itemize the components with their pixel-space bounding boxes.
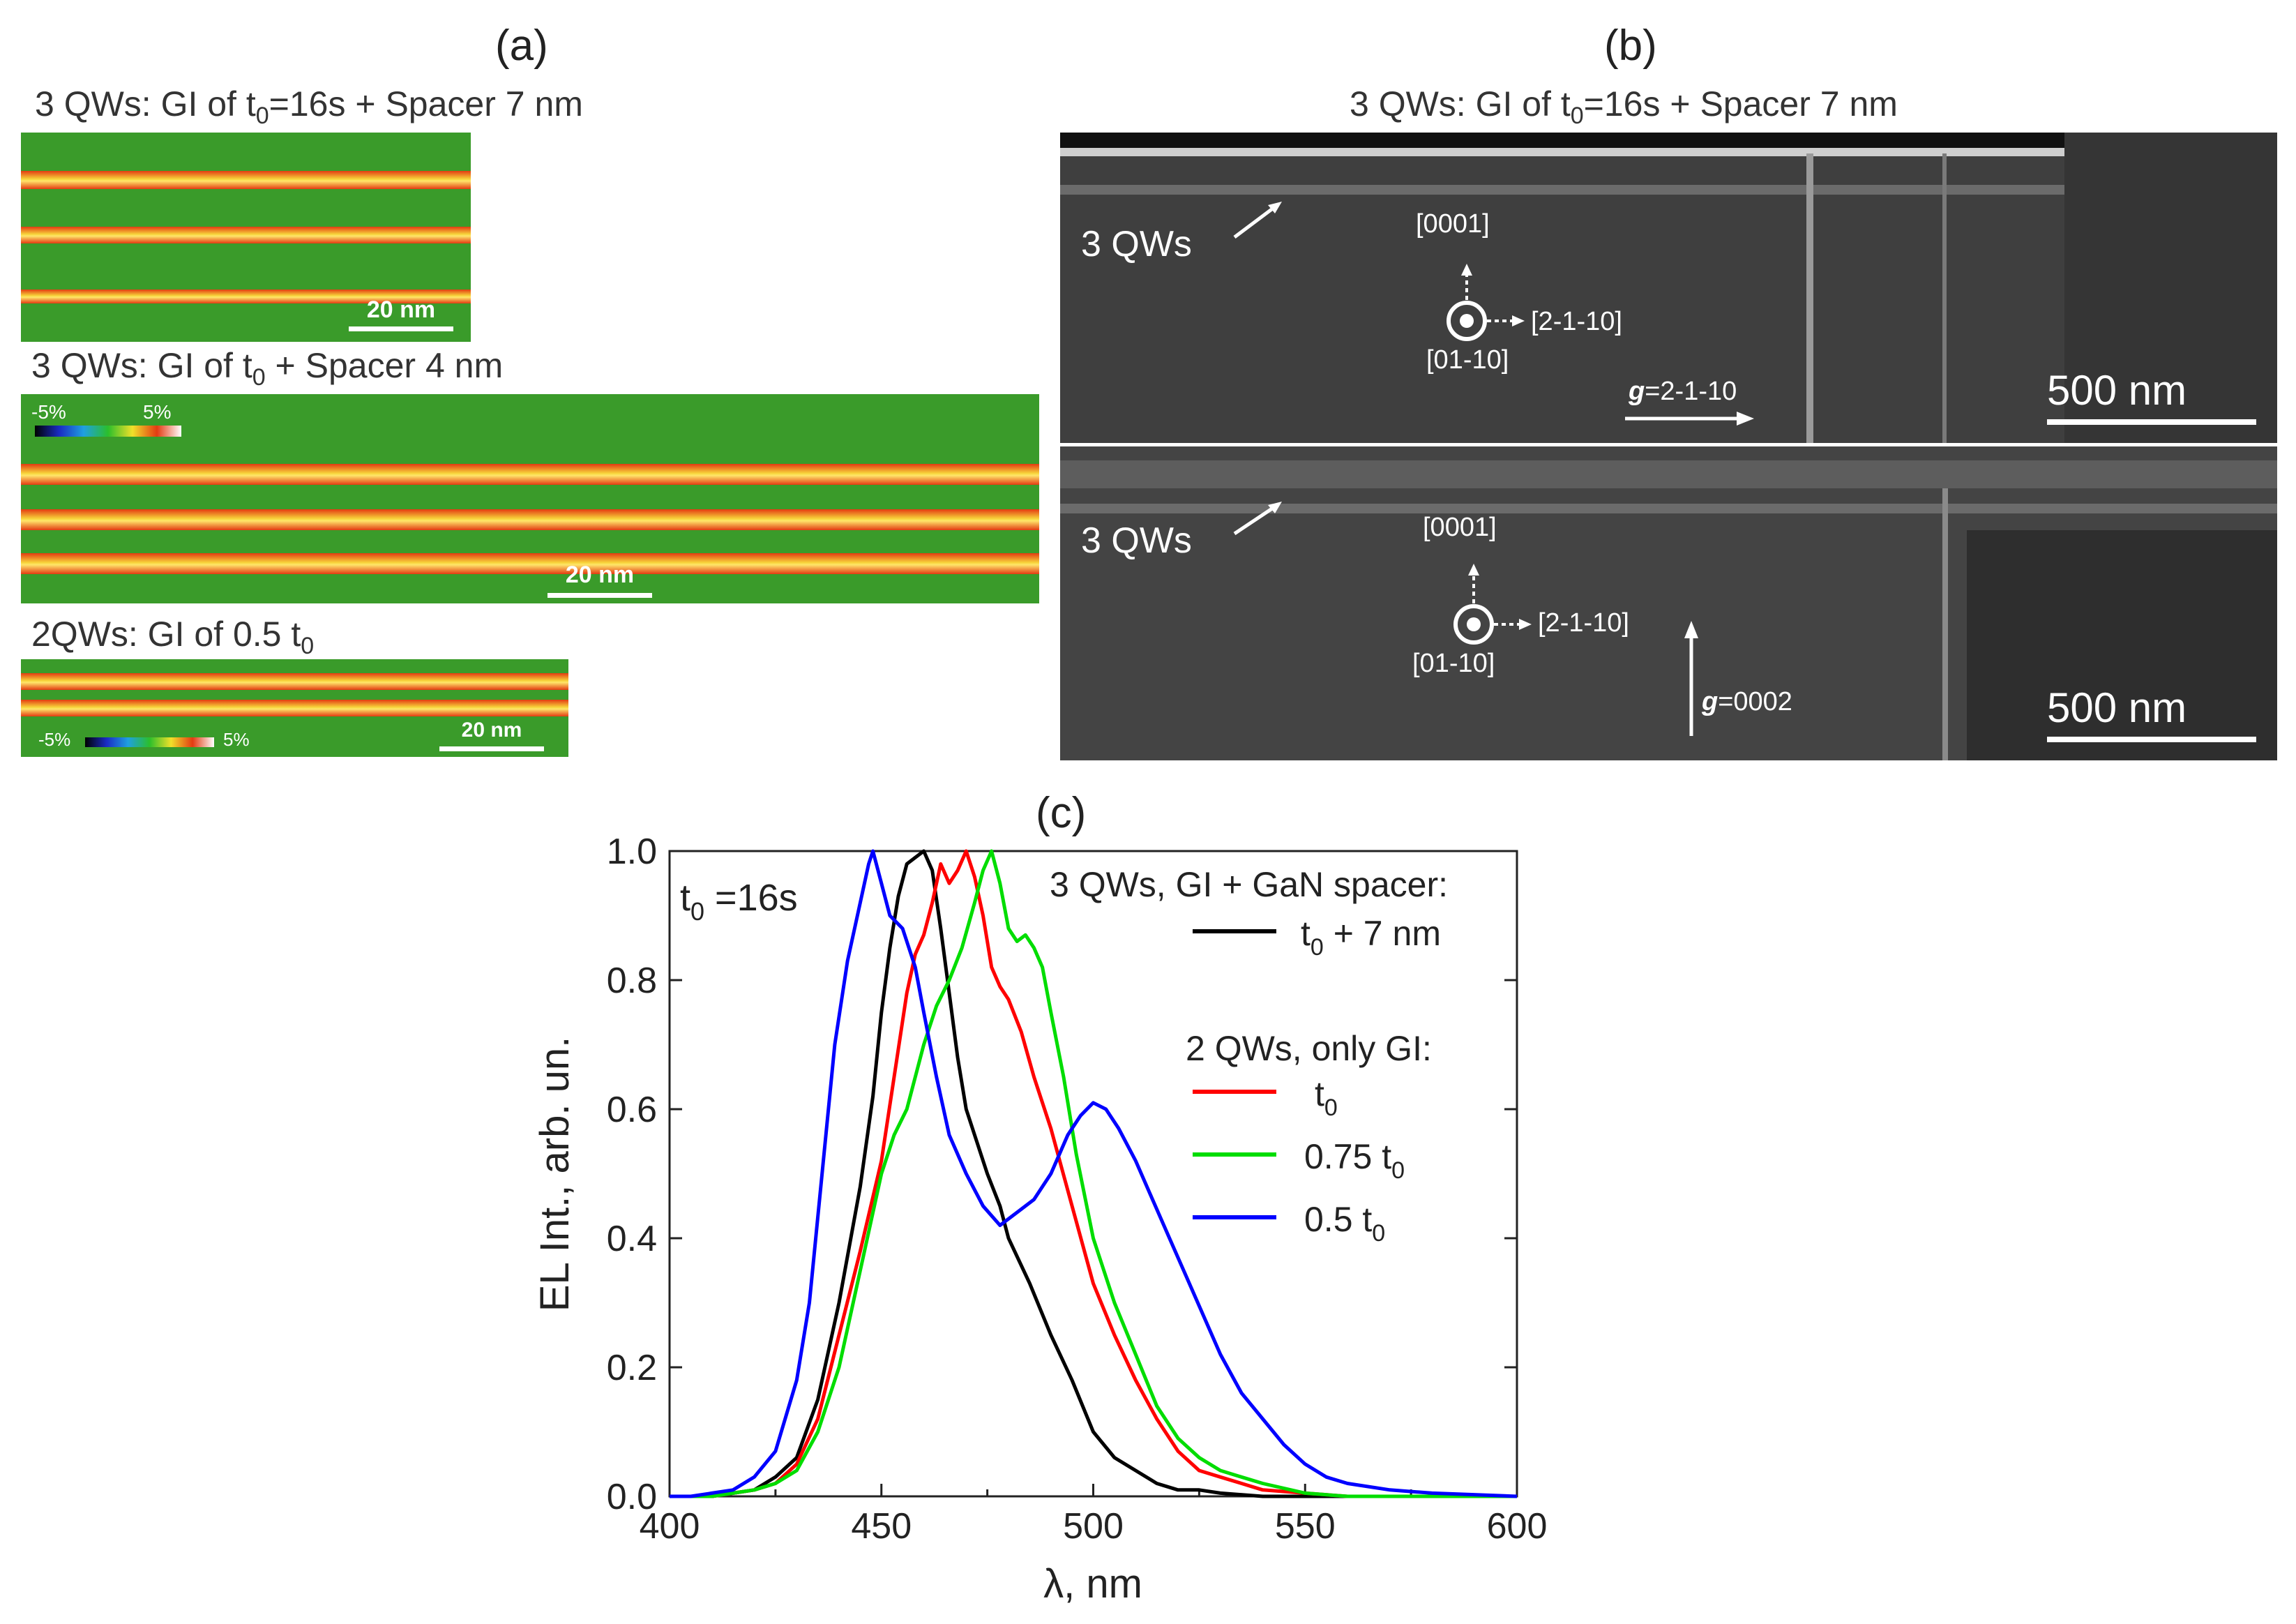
qw-band	[21, 171, 471, 189]
qw-band	[21, 464, 1039, 485]
chart-annotation: t0 =16s	[680, 877, 798, 926]
zone-axis-circle	[1447, 301, 1487, 341]
y-axis-label: EL Int., arb. un.	[532, 1037, 577, 1311]
legend-item-2: t0	[1315, 1074, 1338, 1121]
colorbar-max: 5%	[143, 401, 172, 423]
dir-up-head	[1461, 264, 1472, 276]
dark-region	[2064, 133, 2277, 443]
scale-bar	[439, 746, 544, 751]
tem-bottom-overlay	[1233, 502, 2256, 742]
dislocation-line	[1942, 488, 1948, 760]
tem-image-bottom: 3 QWs [0001] [2-1-10] [01-10] g=0002 500…	[1060, 446, 2277, 760]
strain-map-2-title: 3 QWs: GI of t0 + Spacer 4 nm	[31, 346, 504, 391]
tem-top-overlay	[1233, 202, 2256, 426]
strain-map-1-title: 3 QWs: GI of t0=16s + Spacer 7 nm	[35, 84, 583, 129]
series-line-1	[670, 849, 1517, 1498]
g-vector-label: g=0002	[1702, 687, 1792, 716]
zone-axis-circle	[1453, 604, 1494, 645]
dir-up-head	[1468, 564, 1479, 576]
qw-layer	[1060, 185, 2277, 195]
y-tick-label: 0.0	[607, 1477, 657, 1517]
scale-bar-label: 500 nm	[2047, 684, 2187, 731]
scale-bar	[547, 593, 652, 598]
dir-in-label: [01-10]	[1412, 649, 1495, 678]
dir-right-label: [2-1-10]	[1531, 307, 1622, 336]
x-tick-label: 400	[640, 1506, 700, 1547]
dir-right-head	[1512, 315, 1525, 326]
legend-item-1: t0 + 7 nm	[1301, 914, 1441, 961]
series-line-2	[670, 849, 1517, 1498]
series-lines	[670, 849, 1518, 1498]
qw-band	[21, 553, 1039, 574]
colorbar-max: 5%	[223, 729, 250, 750]
colorbar	[35, 426, 181, 437]
g-vector-label: g=2-1-10	[1629, 377, 1737, 406]
legend-header-1: 3 QWs, GI + GaN spacer:	[1050, 865, 1448, 904]
strain-map-3: -5% 5% 20 nm	[21, 659, 568, 757]
dislocation-line	[1806, 153, 1813, 443]
y-tick-label: 0.2	[607, 1348, 657, 1388]
panel-c-label: (c)	[1036, 789, 1087, 837]
scale-bar-label: 500 nm	[2047, 367, 2187, 414]
strain-map-1: 20 nm	[21, 133, 471, 342]
x-tick-label: 550	[1275, 1506, 1336, 1547]
dir-right-label: [2-1-10]	[1538, 608, 1629, 638]
legend-header-2: 2 QWs, only GI:	[1186, 1029, 1432, 1068]
qw-arrow-head	[1268, 202, 1282, 213]
tem-title: 3 QWs: GI of t0=16s + Spacer 7 nm	[1350, 84, 1898, 129]
qw-band	[21, 509, 1039, 530]
dir-up-label: [0001]	[1416, 209, 1490, 239]
surface-edge	[1060, 133, 2277, 148]
tem-image-top: 3 QWs [0001] [2-1-10] [01-10] g=2-1-10 5…	[1060, 133, 2277, 443]
qw-arrow	[1233, 204, 1278, 239]
colorbar	[85, 737, 214, 747]
colorbar-min: -5%	[38, 729, 71, 750]
y-tick-label: 1.0	[607, 832, 657, 872]
strain-map-2: -5% 5% 20 nm	[21, 394, 1039, 603]
qw-band	[21, 290, 471, 303]
series-line-0	[670, 849, 1517, 1498]
dir-in-label: [01-10]	[1426, 345, 1509, 375]
panel-a-label: (a)	[495, 22, 548, 70]
axis-ticks: 400 450 500 550 600 0.0 0.2 0.4 0.6 0.8 1.0	[607, 832, 1548, 1547]
strain-map-3-title: 2QWs: GI of 0.5 t0	[31, 615, 315, 659]
qw-layer	[1060, 504, 2277, 513]
qw-arrow	[1233, 504, 1278, 536]
x-tick-label: 450	[851, 1506, 912, 1547]
surface-layer	[1060, 460, 2277, 488]
zone-axis-dot	[1460, 314, 1474, 328]
colorbar-min: -5%	[31, 401, 66, 423]
x-tick-label: 500	[1063, 1506, 1124, 1547]
y-tick-label: 0.6	[607, 1090, 657, 1130]
x-tick-label: 600	[1487, 1506, 1548, 1547]
legend-item-3: 0.75 t0	[1304, 1137, 1405, 1184]
g-arrow-head	[1737, 412, 1754, 426]
zone-axis-dot	[1467, 617, 1481, 631]
panel-b-label: (b)	[1604, 22, 1657, 70]
g-arrow-head	[1684, 621, 1698, 638]
y-tick-label: 0.8	[607, 961, 657, 1001]
scale-bar	[349, 326, 453, 331]
scale-bar-label: 20 nm	[366, 296, 436, 323]
dir-up-label: [0001]	[1423, 513, 1497, 542]
scale-bar-label: 20 nm	[565, 562, 635, 588]
x-axis-label: λ, nm	[1043, 1561, 1142, 1607]
dir-right-head	[1519, 619, 1532, 630]
qw-band	[21, 673, 568, 690]
dark-region	[1967, 530, 2277, 760]
y-tick-label: 0.4	[607, 1219, 657, 1259]
series-line-3	[670, 849, 1518, 1498]
qw-band	[21, 700, 568, 716]
surface-layer	[1060, 148, 2277, 156]
plot-frame	[668, 850, 1518, 1498]
legend-item-4: 0.5 t0	[1304, 1200, 1385, 1247]
qw-arrow-head	[1268, 502, 1282, 513]
scale-bar-label: 20 nm	[461, 719, 522, 742]
qw-label: 3 QWs	[1081, 520, 1192, 561]
qw-label: 3 QWs	[1081, 224, 1192, 264]
dislocation-line	[1942, 153, 1947, 443]
qw-band	[21, 227, 471, 243]
